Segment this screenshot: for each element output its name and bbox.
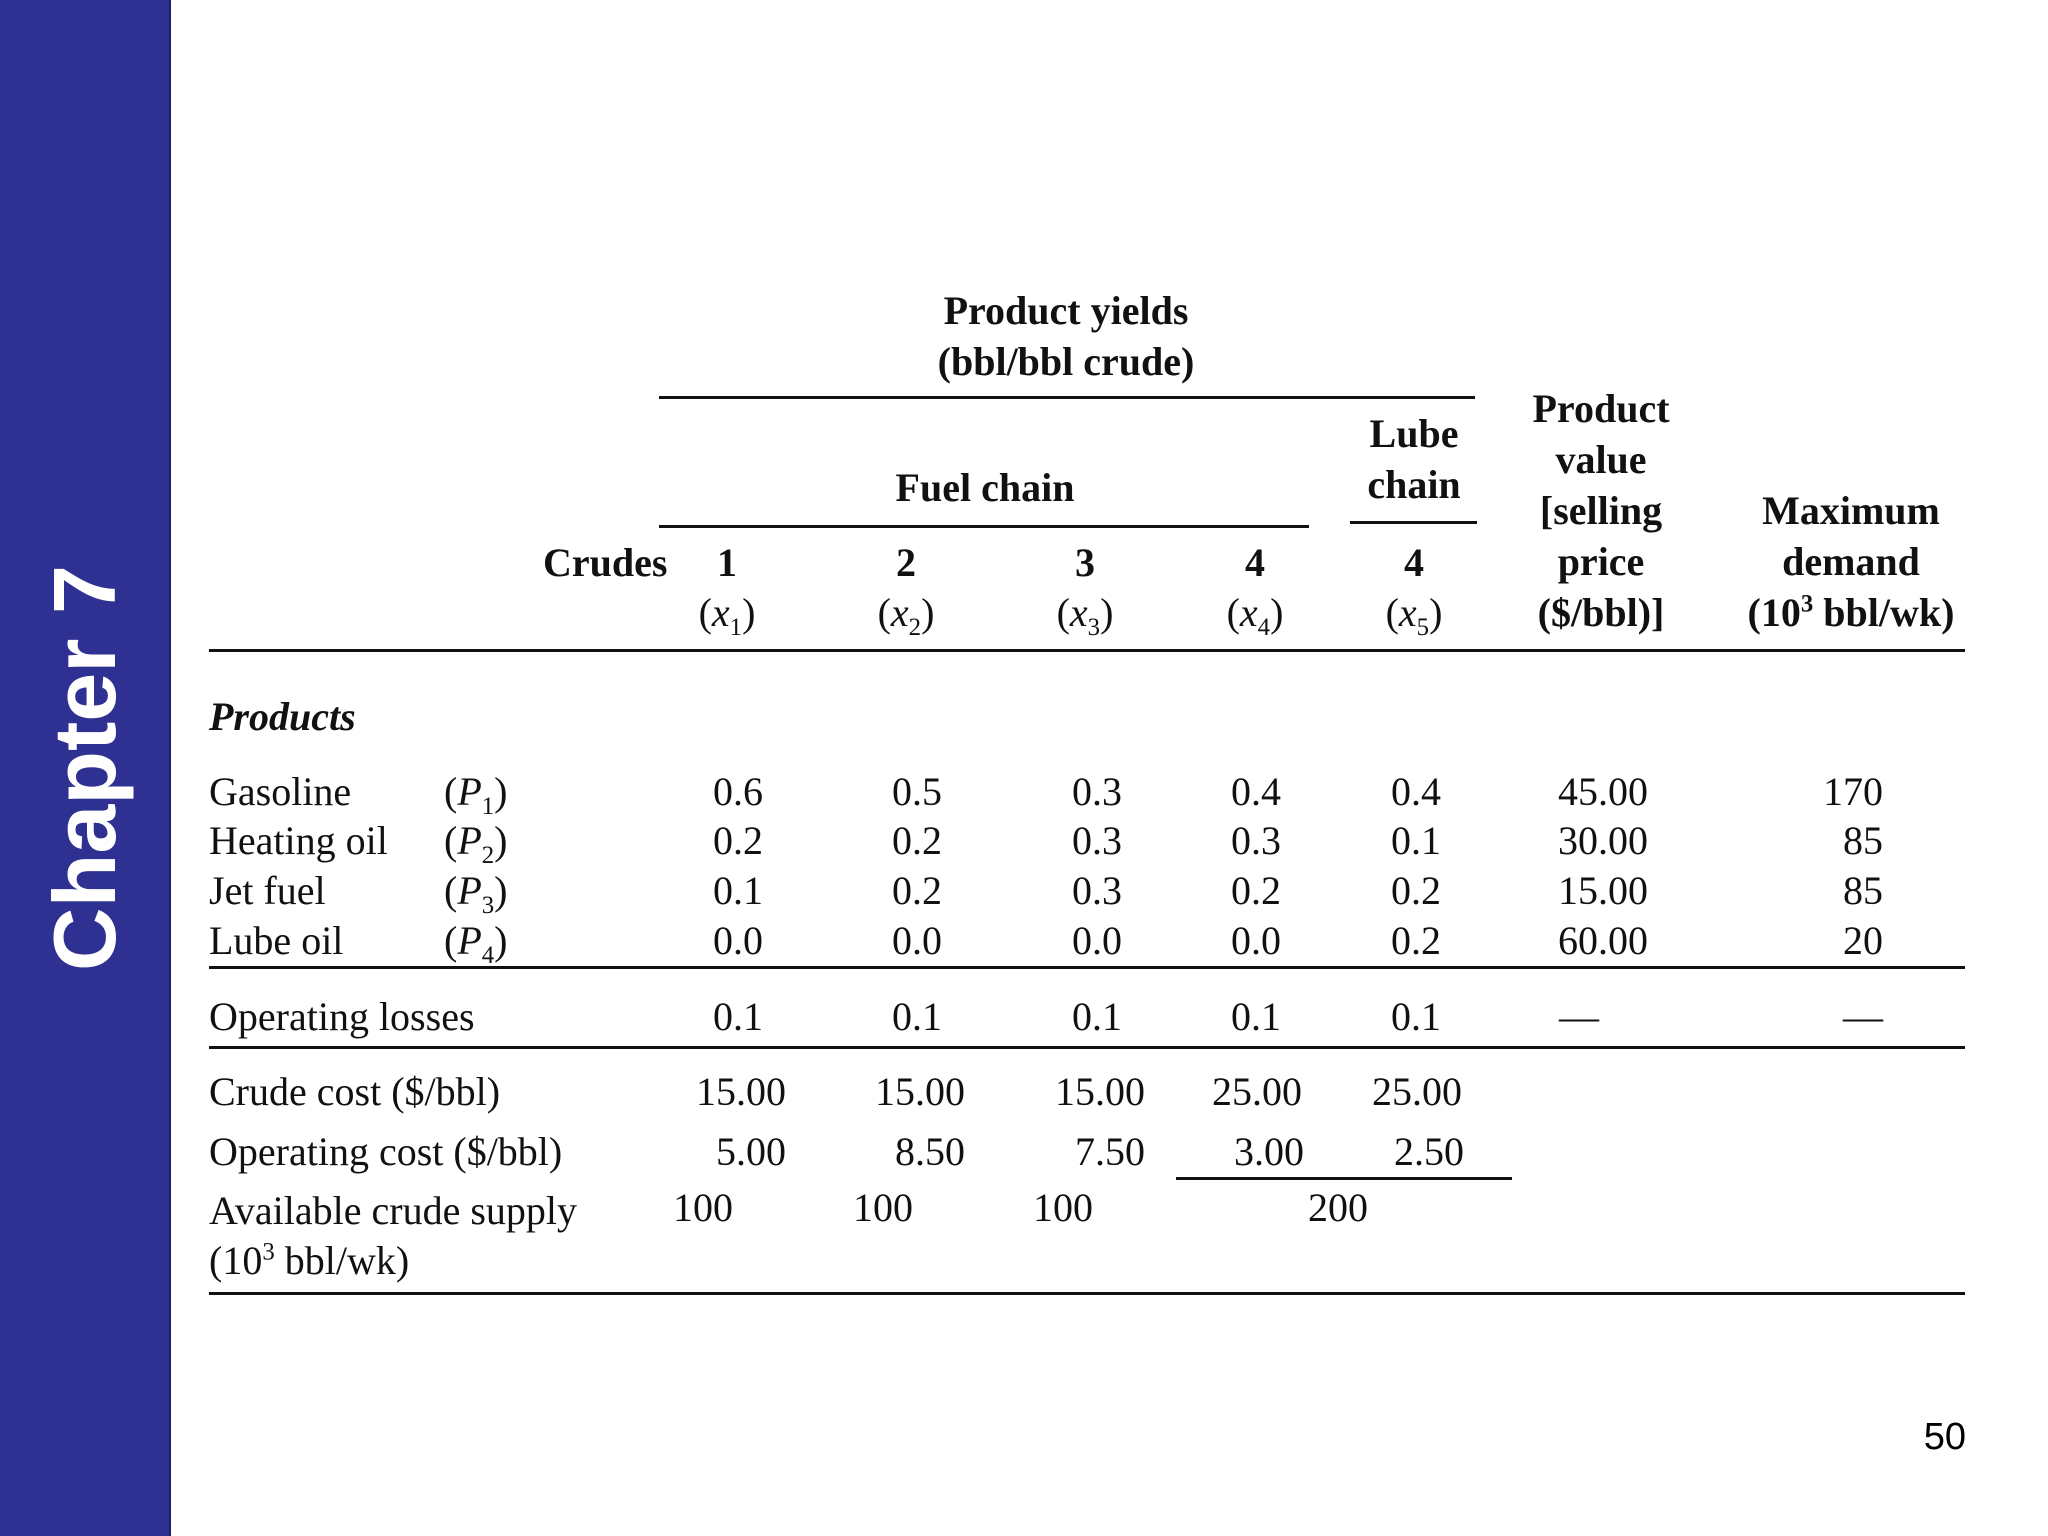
- loss-cell: 0.1: [1391, 994, 1441, 1039]
- loss-cell: 0.1: [892, 994, 942, 1039]
- yield-cell: 0.2: [1391, 868, 1441, 913]
- supply-cell: 100: [673, 1185, 733, 1230]
- section-label-products: Products: [209, 694, 356, 739]
- yield-cell: 0.3: [1072, 818, 1122, 863]
- maximum-demand-header: Maximum demand (103 bbl/wk): [1747, 488, 1955, 635]
- yield-cell: 0.2: [892, 818, 942, 863]
- crude-cost-cell: 15.00: [1055, 1069, 1145, 1114]
- product-value-cell: 60.00: [1558, 918, 1648, 963]
- operating-cost-cell: 3.00: [1234, 1129, 1304, 1174]
- product-symbol: (P3): [444, 868, 508, 919]
- crude-variable: (x1): [698, 590, 756, 641]
- yield-cell: 0.0: [713, 918, 763, 963]
- yield-cell: 0.4: [1391, 769, 1441, 814]
- crude-variable: (x4): [1226, 590, 1284, 641]
- supply-cell: 100: [1033, 1185, 1093, 1230]
- yield-cell: 0.3: [1231, 818, 1281, 863]
- product-value-cell: 45.00: [1558, 769, 1648, 814]
- product-value-header: Product value [selling price ($/bbl)]: [1532, 386, 1670, 635]
- crude-variable: (x2): [877, 590, 935, 641]
- loss-cell: 0.1: [1072, 994, 1122, 1039]
- yield-cell: 0.0: [1072, 918, 1122, 963]
- operating-cost-cell: 2.50: [1394, 1129, 1464, 1174]
- supply-cell: 100: [853, 1185, 913, 1230]
- crude-cost-cell: 25.00: [1212, 1069, 1302, 1114]
- lube-chain-header: Lube chain: [1367, 411, 1461, 507]
- row-label: Crude cost ($/bbl): [209, 1069, 501, 1114]
- crude-cost-cell: 15.00: [875, 1069, 965, 1114]
- operating-cost-cell: 7.50: [1075, 1129, 1145, 1174]
- crude-number: 4: [1404, 540, 1424, 585]
- supply-cell-shared: 200: [1308, 1185, 1368, 1230]
- yield-cell: 0.1: [1391, 818, 1441, 863]
- yield-cell: 0.0: [892, 918, 942, 963]
- loss-cell: 0.1: [1231, 994, 1281, 1039]
- crude-variable: (x5): [1385, 590, 1443, 641]
- product-symbol: (P4): [444, 918, 508, 969]
- chapter-label: Chapter 7: [35, 565, 134, 971]
- losses-rule: [209, 1046, 1965, 1049]
- crude-number: 1: [717, 540, 737, 585]
- row-label: Operating cost ($/bbl): [209, 1129, 563, 1174]
- product-name: Jet fuel: [209, 868, 326, 913]
- chapter-sidebar: Chapter 7: [0, 0, 171, 1536]
- crude-4-rule: [1176, 1177, 1512, 1180]
- operating-cost-cell: 8.50: [895, 1129, 965, 1174]
- products-rule: [209, 966, 1965, 969]
- fuel-chain-header: Fuel chain: [895, 465, 1075, 510]
- demand-cell: 20: [1843, 918, 1883, 963]
- row-label: Available crude supply: [209, 1188, 578, 1233]
- lube-chain-rule: [1350, 521, 1477, 524]
- yield-cell: 0.2: [1231, 868, 1281, 913]
- product-value-cell: 15.00: [1558, 868, 1648, 913]
- crude-number: 4: [1245, 540, 1265, 585]
- yield-cell: 0.5: [892, 769, 942, 814]
- yield-cell: 0.2: [1391, 918, 1441, 963]
- yield-cell: 0.1: [713, 868, 763, 913]
- demand-cell: —: [1843, 994, 1883, 1039]
- loss-cell: 0.1: [713, 994, 763, 1039]
- yield-cell: 0.3: [1072, 769, 1122, 814]
- crude-number: 2: [896, 540, 916, 585]
- table-bottom-rule: [209, 1292, 1965, 1295]
- product-value-cell: 30.00: [1558, 818, 1648, 863]
- yield-cell: 0.0: [1231, 918, 1281, 963]
- product-name: Lube oil: [209, 918, 344, 963]
- row-label: Operating losses: [209, 994, 475, 1039]
- operating-cost-cell: 5.00: [716, 1129, 786, 1174]
- crude-number: 3: [1075, 540, 1095, 585]
- demand-cell: 85: [1843, 818, 1883, 863]
- yield-cell: 0.3: [1072, 868, 1122, 913]
- page-number: 50: [1923, 1416, 1966, 1458]
- header-rule: [209, 649, 1965, 652]
- product-symbol: (P1): [444, 769, 508, 820]
- demand-cell: 170: [1823, 769, 1883, 814]
- demand-cell: 85: [1843, 868, 1883, 913]
- row-label-units: (103 bbl/wk): [209, 1238, 410, 1283]
- product-yields-header: Product yields (bbl/bbl crude): [937, 288, 1195, 384]
- crude-variable: (x3): [1056, 590, 1114, 641]
- fuel-chain-rule: [659, 525, 1309, 528]
- crude-cost-cell: 15.00: [696, 1069, 786, 1114]
- crude-cost-cell: 25.00: [1372, 1069, 1462, 1114]
- product-symbol: (P2): [444, 818, 508, 869]
- yield-cell: 0.6: [713, 769, 763, 814]
- product-yields-rule: [659, 396, 1475, 399]
- product-name: Heating oil: [209, 818, 388, 863]
- yield-cell: 0.4: [1231, 769, 1281, 814]
- yield-cell: 0.2: [892, 868, 942, 913]
- yield-cell: 0.2: [713, 818, 763, 863]
- product-value-cell: —: [1559, 994, 1599, 1039]
- product-name: Gasoline: [209, 769, 352, 814]
- crudes-label: Crudes: [543, 540, 668, 585]
